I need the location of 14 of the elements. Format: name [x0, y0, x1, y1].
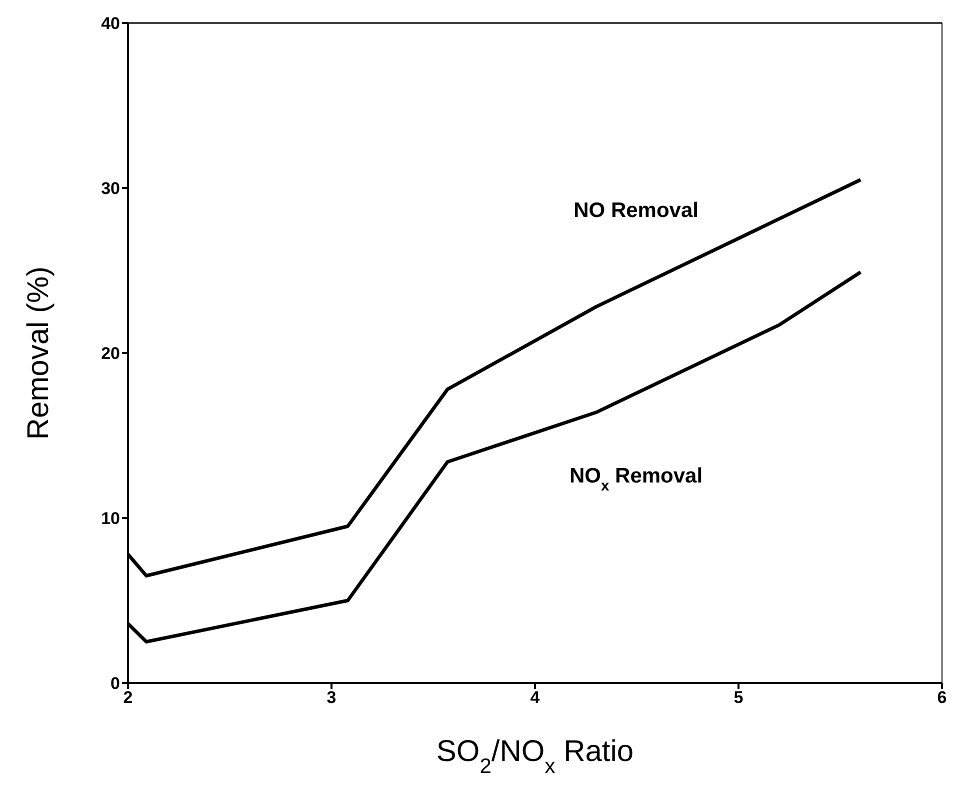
x-tick-label: 4: [530, 688, 540, 708]
y-tick-label: 10: [101, 509, 120, 528]
y-tick-label: 20: [101, 344, 120, 364]
series-label: NO Removal: [574, 198, 698, 222]
x-axis-title: SO$_{2}$/NO$_{x}$ Ratio: [436, 735, 634, 778]
series-label: NO$_{x}$ Removal: [570, 464, 703, 494]
y-tick-label: 40: [101, 14, 120, 34]
x-tick-label: 5: [734, 688, 744, 708]
y-tick-label: 30: [101, 179, 120, 198]
y-axis-title: Removal (%): [22, 266, 55, 440]
x-tick-label: 2: [123, 688, 133, 708]
x-tick-label: 3: [326, 688, 336, 708]
x-tick-label: 6: [937, 688, 947, 708]
y-tick-label: 0: [110, 674, 120, 694]
